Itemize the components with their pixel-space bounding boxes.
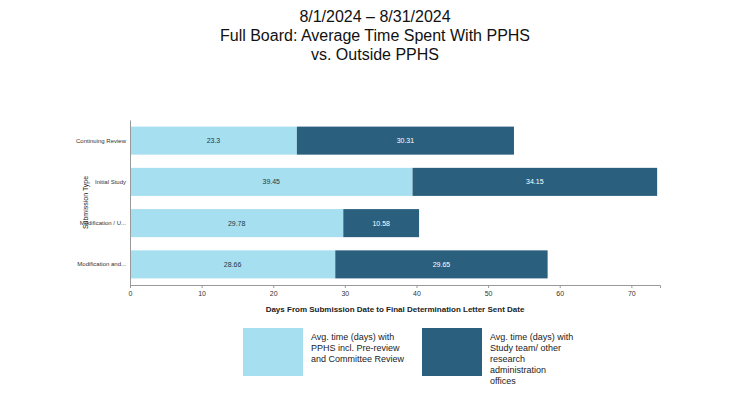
tick-mark — [202, 285, 203, 288]
y-axis-title: Submission Type — [82, 176, 90, 229]
tick: Initial Study — [95, 179, 130, 185]
data-label: 10.58 — [372, 220, 390, 227]
legend: Avg. time (days) withPPHS incl. Pre-revi… — [243, 328, 573, 386]
category-label: Modification and... — [77, 261, 126, 267]
tick-mark — [273, 285, 274, 288]
bar — [130, 209, 343, 237]
tick-mark — [416, 285, 417, 288]
title: 8/1/2024 – 8/31/2024 — [299, 8, 450, 25]
tick-label: 0 — [129, 290, 133, 297]
tick-label: 10 — [198, 290, 206, 297]
tick: 40 — [413, 285, 421, 297]
tick-label: 50 — [485, 290, 493, 297]
tick-label: 60 — [556, 290, 564, 297]
tick: Modification and... — [77, 261, 130, 267]
tick-mark — [631, 285, 632, 288]
data-label: 34.15 — [526, 178, 544, 185]
data-label: 29.78 — [228, 220, 246, 227]
x-axis-title: Days From Submission Date to Final Deter… — [266, 305, 525, 314]
tick: 0 — [129, 285, 133, 297]
tick-label: 70 — [628, 290, 636, 297]
legend-swatch — [243, 328, 303, 376]
data-label: 28.66 — [224, 261, 242, 268]
tick-mark — [345, 285, 346, 288]
legend-label: Avg. time (days) withPPHS incl. Pre-revi… — [311, 332, 405, 364]
tick: 20 — [270, 285, 278, 297]
bars — [130, 127, 657, 279]
tick-mark — [488, 285, 489, 288]
category-label: Continuing Review — [76, 138, 127, 144]
data-labels: 23.3 30.31 39.45 34.15 29.78 10.58 28.66 29.65 — [207, 137, 544, 268]
category-label: Initial Study — [95, 179, 126, 185]
legend-item: Avg. time (days) withPPHS incl. Pre-revi… — [243, 328, 405, 376]
legend-swatch — [422, 328, 482, 376]
tick-label: 30 — [341, 290, 349, 297]
data-label: 23.3 — [207, 137, 221, 144]
legend-label: Avg. time (days) withStudy team/ otherre… — [490, 332, 573, 386]
tick: 30 — [341, 285, 349, 297]
bar — [130, 127, 297, 155]
bar — [335, 250, 547, 278]
data-label: 29.65 — [433, 261, 451, 268]
chart: 8/1/2024 – 8/31/2024 Full Board: Average … — [0, 0, 750, 400]
title: vs. Outside PPHS — [311, 46, 439, 63]
tick: 10 — [198, 285, 206, 297]
axis-line — [131, 286, 661, 289]
tick: 70 — [628, 285, 636, 297]
y-axis: Continuing Review Initial Study Modificati… — [76, 121, 131, 286]
data-label: 39.45 — [263, 178, 281, 185]
tick: 50 — [485, 285, 493, 297]
bar — [413, 168, 658, 196]
tick: 60 — [556, 285, 564, 297]
bar — [297, 127, 514, 155]
bar — [343, 209, 419, 237]
bar — [130, 250, 335, 278]
data-label: 30.31 — [397, 137, 415, 144]
legend-item: Avg. time (days) withStudy team/ otherre… — [422, 328, 573, 386]
title: Full Board: Average Time Spent With PPHS — [220, 27, 530, 44]
tick-label: 40 — [413, 290, 421, 297]
tick-mark — [560, 285, 561, 288]
bar — [130, 168, 413, 196]
tick-label: 20 — [270, 290, 278, 297]
axis-line — [130, 121, 131, 286]
tick: Continuing Review — [76, 138, 130, 144]
x-axis: 0 10 20 30 40 50 60 70 — [129, 285, 661, 297]
